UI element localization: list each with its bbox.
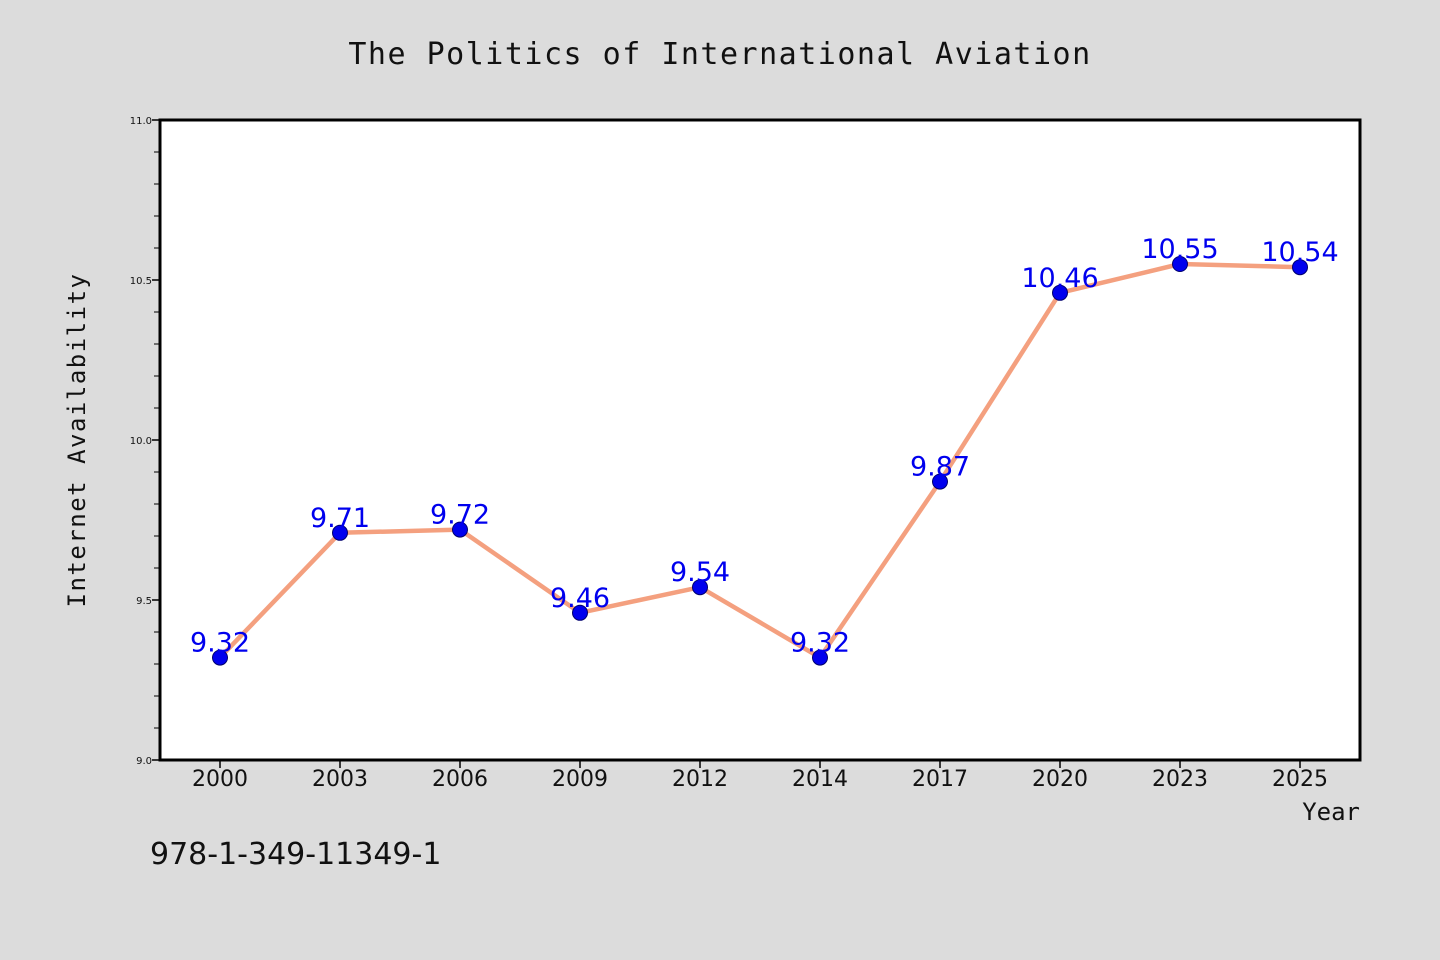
x-axis-ticks: 2000 2003 2006 2009 2012 2014 2017 2020 2023 2025 [192,760,1328,792]
data-label: 9.46 [550,583,610,614]
data-point-marker [932,473,948,490]
y-tick-label: 11.0 [130,116,152,127]
series-line [217,261,1303,660]
x-tick-label: 2025 [1272,767,1328,792]
x-tick-label: 2003 [312,767,368,792]
data-label: 10.54 [1261,237,1338,268]
x-tick-label: 2023 [1152,767,1208,792]
data-label: 10.55 [1141,234,1218,265]
series-line-group [217,261,1303,660]
data-point-marker [1172,256,1188,272]
chart-title: The Politics of International Aviation [348,37,1091,72]
data-labels: 9.32 9.71 9.72 9.46 9.54 9.32 9.87 10.46 10.55 10… [190,234,1339,659]
x-tick-label: 2006 [432,767,488,792]
data-point-marker [572,604,588,621]
x-tick-label: 2020 [1032,767,1088,792]
data-label: 10.46 [1021,263,1098,294]
footer-code: 978-1-349-11349-1 [150,837,441,872]
data-point-marker [812,649,828,666]
y-tick-label: 9.5 [136,596,152,607]
x-tick-label: 2000 [192,767,248,792]
y-tick-label: 9.0 [136,756,152,767]
x-tick-label: 2017 [912,767,968,792]
data-label: 9.71 [310,503,370,534]
y-axis-ticks: 9.0 9.5 10.0 10.5 11.0 [130,116,160,767]
y-tick-label: 10.5 [130,276,152,287]
data-point-marker [452,521,468,538]
y-tick-label: 10.0 [130,436,152,447]
data-points [212,256,1308,666]
plot-area [160,120,1360,760]
data-point-marker [1292,259,1308,276]
data-point-marker [332,524,348,541]
data-label: 9.72 [430,500,490,531]
data-point-marker [212,649,228,666]
x-tick-label: 2009 [552,767,608,792]
x-tick-label: 2014 [792,767,848,792]
data-label: 9.32 [790,628,850,659]
data-label: 9.54 [670,557,730,588]
y-axis-label: Internet Availability [63,273,91,608]
data-label: 9.32 [190,628,250,659]
x-axis-label: Year [1302,798,1360,826]
x-tick-label: 2012 [672,767,728,792]
data-label: 9.87 [910,452,970,483]
data-point-marker [692,579,708,596]
plot-frame [158,118,1362,762]
data-point-marker [1052,284,1068,301]
